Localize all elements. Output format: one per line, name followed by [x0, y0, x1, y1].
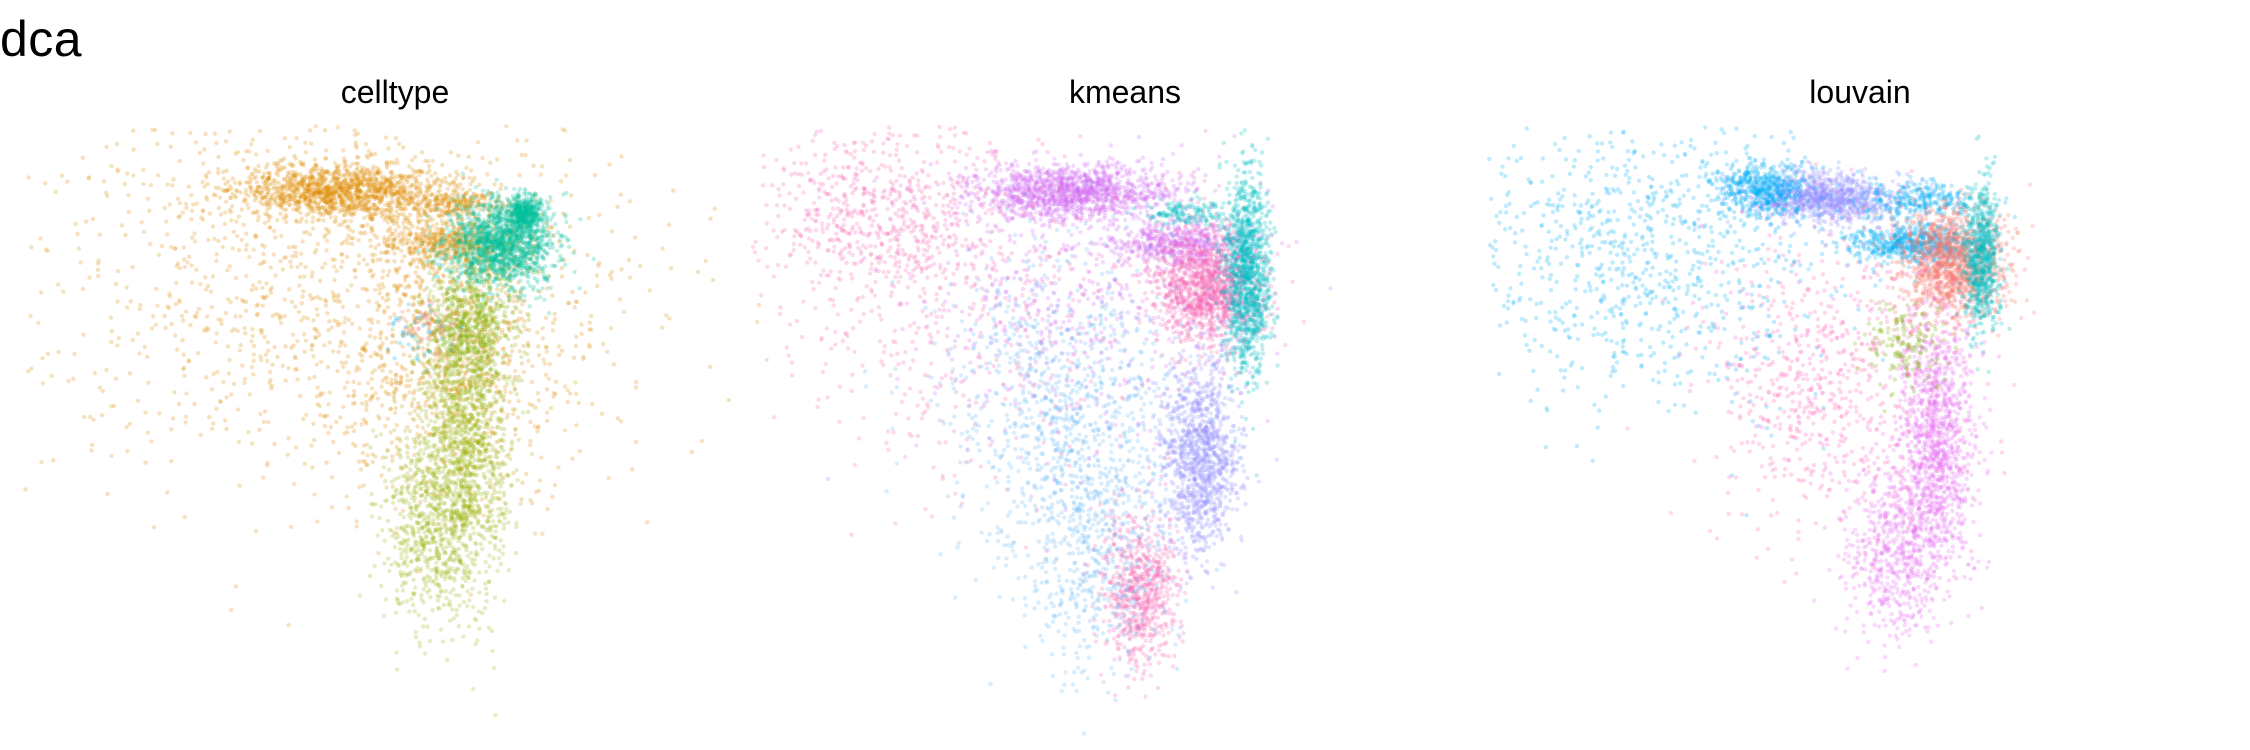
series-2 — [862, 181, 1242, 736]
panel-title-kmeans: kmeans — [745, 74, 1505, 111]
series-3 — [1126, 128, 1280, 478]
series-2 — [357, 187, 535, 718]
point-cluster — [862, 181, 1242, 634]
point-cluster — [170, 143, 482, 231]
point-cluster — [385, 302, 464, 374]
point-cluster — [1865, 248, 1994, 628]
point-cluster — [397, 175, 538, 226]
point-cluster — [400, 241, 540, 413]
figure-title: dca — [0, 14, 82, 64]
series-5 — [1625, 162, 2007, 584]
point-cluster — [979, 368, 1210, 736]
series-0 — [23, 124, 762, 628]
point-cluster — [1625, 162, 2007, 584]
scatter-plot-celltype — [23, 124, 762, 718]
series-6 — [1852, 300, 1958, 414]
point-cluster — [389, 187, 535, 718]
series-4 — [1137, 296, 1279, 595]
scatter-plot-louvain — [1487, 125, 2037, 674]
scatter-plot-kmeans — [750, 124, 1333, 736]
point-cluster — [1812, 414, 1984, 674]
panel-kmeans: kmeans — [745, 70, 1505, 740]
series-1 — [750, 124, 1307, 699]
point-cluster — [23, 124, 762, 628]
point-cluster — [752, 124, 1062, 355]
point-cluster — [1056, 207, 1275, 275]
series-0 — [1696, 159, 1937, 237]
point-cluster — [852, 143, 1218, 238]
point-cluster — [416, 171, 596, 316]
point-cluster — [1082, 441, 1190, 699]
series-4 — [397, 298, 468, 357]
point-cluster — [397, 298, 468, 357]
point-cluster — [1696, 159, 1937, 237]
point-cluster — [1204, 128, 1280, 478]
point-cluster — [1681, 140, 1840, 235]
point-cluster — [493, 186, 553, 246]
point-cluster — [278, 157, 605, 527]
point-cluster — [1952, 134, 2012, 374]
series-5 — [385, 302, 464, 374]
point-cluster — [350, 210, 567, 279]
series-3 — [400, 241, 540, 413]
point-cluster — [1861, 182, 2037, 388]
series-1 — [416, 171, 596, 316]
point-cluster — [1126, 189, 1241, 232]
point-cluster — [1487, 125, 1918, 518]
point-cluster — [357, 377, 493, 672]
series-3 — [1952, 134, 2012, 374]
point-cluster — [750, 128, 1288, 554]
point-cluster — [1137, 296, 1279, 595]
panel-louvain: louvain — [1480, 70, 2240, 740]
series-0 — [812, 133, 1333, 512]
point-cluster — [1106, 178, 1307, 377]
point-cluster — [1852, 300, 1958, 414]
point-cluster — [812, 133, 1333, 512]
series-4 — [1812, 248, 1994, 674]
panel-title-louvain: louvain — [1480, 74, 2240, 111]
panel-title-celltype: celltype — [15, 74, 775, 111]
series-1 — [1487, 125, 2018, 518]
series-2 — [1861, 182, 2037, 388]
panel-celltype: celltype — [15, 70, 775, 740]
point-cluster — [1824, 215, 2004, 274]
point-cluster — [1835, 172, 2018, 236]
